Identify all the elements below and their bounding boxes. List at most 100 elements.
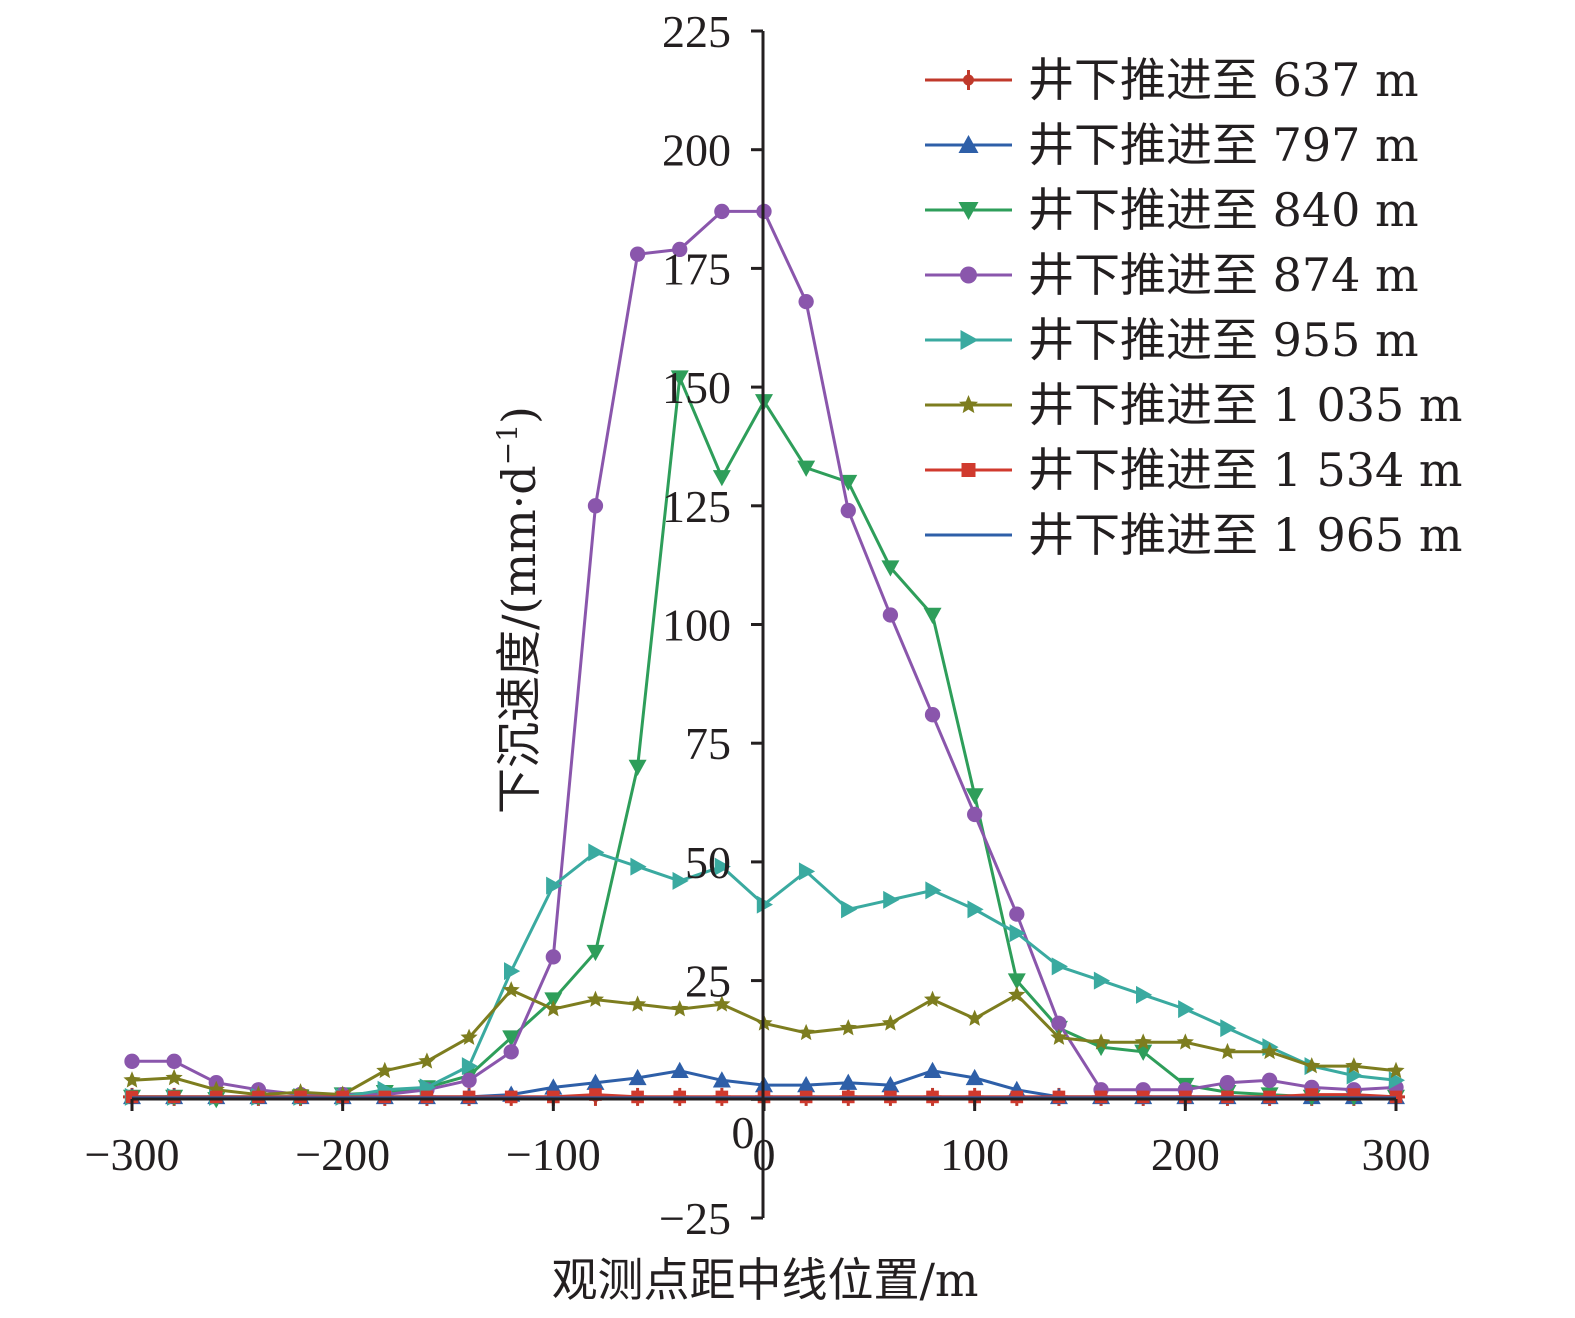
marker-star [460,1028,478,1045]
marker-triangle-right [756,895,773,914]
marker-circle [166,1053,182,1069]
marker-star [376,1061,394,1079]
marker-circle [967,806,983,823]
marker-star [418,1052,436,1069]
marker-star [966,1009,984,1026]
marker-star [958,395,979,414]
y-axis-title-close: ) [492,406,546,424]
marker-triangle-down [923,607,942,625]
y-tick-label: 100 [662,600,731,651]
legend-entry-3: 井下推进至 840 m [925,183,1419,237]
y-tick-label: 200 [662,125,731,176]
marker-circle [714,203,730,220]
marker-triangle-right [1178,1000,1195,1019]
marker-star [502,981,520,998]
y-tick-label: 75 [685,718,731,769]
marker-triangle-right [1051,957,1068,976]
marker-plus [958,70,979,90]
marker-star [165,1068,183,1086]
legend-entry-1: 井下推进至 637 m [925,53,1419,107]
marker-star [671,1000,689,1017]
marker-triangle-right [798,862,816,881]
marker-circle [1051,1015,1067,1031]
marker-star [1176,1033,1194,1050]
marker-triangle-down [839,474,858,492]
legend-label: 井下推进至 1 534 m [1028,443,1463,497]
marker-triangle-right [672,871,689,890]
x-tick-label: 100 [940,1129,1009,1180]
marker-circle [503,1044,519,1060]
marker-star [629,995,647,1012]
marker-triangle-right [504,962,521,981]
marker-circle [840,502,856,519]
marker-star [713,995,731,1012]
x-tick-label: −300 [85,1129,180,1180]
x-axis-title: 观测点距中线位置/m [551,1253,978,1307]
marker-circle [1261,1072,1278,1088]
axes: −300 −200 −100 0 100 200 300 −25 25 50 75 100 125 150… [85,6,1431,1244]
marker-circle [545,949,561,965]
marker-circle [124,1053,140,1069]
legend-entry-2: 井下推进至 797 m [925,118,1419,172]
marker-star [797,1023,815,1041]
legend-entry-5: 井下推进至 955 m [925,313,1419,367]
marker-triangle-right [630,857,647,876]
marker-triangle-up [544,1078,563,1095]
y-axis-title-sup: −1 [491,424,524,465]
y-tick-label: 225 [662,6,731,57]
marker-triangle-right [883,890,900,909]
marker-star [586,990,605,1007]
marker-triangle-right [1136,985,1153,1004]
marker-triangle-down [670,370,689,387]
legend-entry-7: 井下推进至 1 534 m [925,443,1463,497]
legend-label: 井下推进至 840 m [1028,183,1419,237]
marker-triangle-right [1009,924,1026,943]
marker-star [1387,1061,1405,1079]
y-axis-title-main: 下沉速度/(mm·d [492,465,546,814]
marker-triangle-right [1220,1019,1237,1038]
legend-entry-8: 井下推进至 1 965 m [925,508,1463,562]
legend-label: 井下推进至 955 m [1028,313,1419,367]
x-tick-label: 300 [1362,1129,1431,1180]
legend-entry-4: 井下推进至 874 m [925,248,1419,302]
x-tick-label: −200 [295,1129,390,1180]
legend-label: 井下推进至 797 m [1028,118,1419,172]
marker-triangle-right [546,876,563,895]
y-tick-label: 125 [662,481,731,532]
legend-label: 井下推进至 874 m [1028,248,1419,302]
legend-label: 井下推进至 637 m [1028,53,1419,107]
marker-star [1092,1033,1110,1050]
marker-triangle-up [839,1073,858,1090]
marker-triangle-right [714,857,731,876]
marker-triangle-down [712,470,731,487]
marker-triangle-up [712,1071,731,1088]
marker-triangle-up [881,1076,900,1093]
marker-triangle-right [1093,971,1111,990]
marker-star [544,1000,562,1017]
marker-star [1134,1033,1152,1050]
marker-triangle-up [797,1076,816,1093]
marker-triangle-down [958,202,979,220]
marker-circle [960,266,977,284]
marker-triangle-up [923,1061,942,1079]
marker-star [881,1014,899,1031]
legend-entry-6: 井下推进至 1 035 m [925,378,1463,432]
marker-triangle-right [841,900,858,919]
marker-circle [672,241,688,258]
marker-star [1008,985,1026,1003]
marker-triangle-down [797,460,816,477]
origin-label: 0 [732,1107,755,1158]
y-tick-label: 50 [685,837,731,888]
marker-circle [587,498,604,514]
marker-star [1050,1028,1068,1045]
marker-triangle-up [958,135,979,153]
y-tick-label: 25 [685,956,731,1007]
marker-triangle-down [881,560,900,577]
y-tick-label: −25 [659,1193,731,1244]
marker-circle [1219,1075,1236,1091]
marker-star [839,1019,857,1036]
marker-triangle-down [628,759,647,776]
marker-triangle-down [502,1030,521,1047]
marker-triangle-up [628,1068,647,1086]
